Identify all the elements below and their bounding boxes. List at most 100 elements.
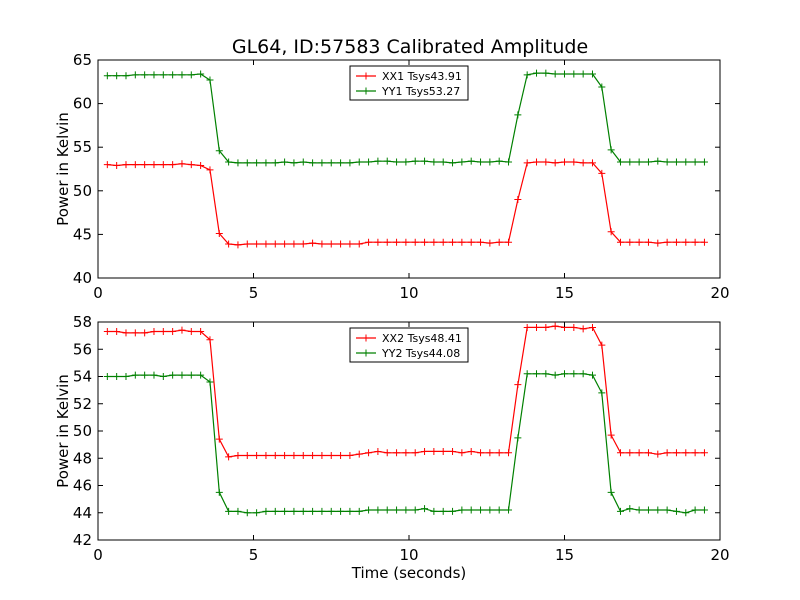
data-point [663, 158, 671, 166]
data-point [206, 166, 214, 174]
data-point [113, 72, 121, 80]
data-point [635, 238, 643, 246]
data-point [327, 507, 335, 515]
y-tick-label: 65 [73, 51, 92, 69]
data-point [197, 328, 205, 336]
data-point [113, 328, 121, 336]
data-point [411, 449, 419, 457]
data-point [458, 158, 466, 166]
data-point [514, 381, 522, 389]
data-point [271, 452, 279, 460]
data-point [477, 449, 485, 457]
data-point [616, 449, 624, 457]
data-point [290, 452, 298, 460]
data-point [141, 71, 149, 79]
data-point [290, 240, 298, 248]
data-point [159, 328, 167, 336]
data-point [327, 159, 335, 167]
data-point [374, 447, 382, 455]
x-tick-label: 5 [249, 546, 259, 564]
data-point [243, 240, 251, 248]
data-point [402, 506, 410, 514]
data-point [131, 371, 139, 379]
data-point [281, 158, 289, 166]
data-point [337, 240, 345, 248]
data-point [253, 240, 261, 248]
data-point [346, 452, 354, 460]
data-point [103, 373, 111, 380]
data-point [318, 240, 326, 248]
x-tick-label: 5 [249, 284, 259, 302]
data-point [439, 447, 447, 455]
data-point [113, 373, 121, 380]
data-point [579, 159, 587, 167]
data-point [299, 240, 307, 248]
data-point [402, 449, 410, 457]
data-point [337, 159, 345, 167]
data-point [551, 70, 559, 78]
data-point [626, 158, 634, 166]
data-point [281, 507, 289, 515]
data-point [234, 507, 242, 515]
data-point [672, 238, 680, 246]
data-point [449, 507, 457, 515]
data-point [262, 240, 270, 248]
data-point [495, 506, 503, 514]
data-point [607, 488, 615, 496]
data-point [449, 238, 457, 246]
data-point [253, 159, 261, 167]
x-tick-label: 15 [555, 284, 574, 302]
data-point [598, 341, 606, 349]
y-axis-label: Power in Kelvin [54, 112, 72, 226]
legend-label: YY2 Tsys44.08 [381, 347, 460, 360]
data-point [616, 507, 624, 515]
x-tick-label: 0 [93, 546, 103, 564]
data-point [309, 507, 317, 515]
data-point [122, 329, 130, 337]
data-point [635, 449, 643, 457]
data-point [281, 240, 289, 248]
data-point [607, 431, 615, 439]
data-point [495, 157, 503, 165]
data-point [467, 238, 475, 246]
data-point [253, 452, 261, 460]
data-point [514, 434, 522, 442]
data-point [486, 158, 494, 166]
x-tick-label: 20 [710, 546, 729, 564]
data-point [477, 506, 485, 514]
data-point [644, 238, 652, 246]
data-point [542, 323, 550, 331]
data-point [150, 328, 158, 336]
y-tick-label: 42 [73, 531, 92, 549]
data-point [178, 371, 186, 379]
data-point [533, 158, 541, 166]
data-point [691, 238, 699, 246]
y-tick-label: 60 [73, 95, 92, 113]
data-point [169, 328, 177, 336]
data-point [635, 158, 643, 166]
legend-marker [362, 72, 370, 80]
data-point [486, 449, 494, 457]
data-point [635, 506, 643, 514]
data-point [299, 452, 307, 460]
data-point [570, 70, 578, 78]
y-tick-label: 54 [73, 368, 92, 386]
series-markers-2 [103, 370, 708, 517]
data-point [355, 158, 363, 166]
data-point [365, 238, 373, 246]
data-point [644, 506, 652, 514]
data-point [691, 449, 699, 457]
data-point [327, 452, 335, 460]
data-point [103, 72, 111, 80]
data-point [505, 158, 513, 166]
data-point [411, 238, 419, 246]
data-point [551, 322, 559, 330]
data-point [551, 371, 559, 379]
data-point [533, 69, 541, 77]
data-point [616, 238, 624, 246]
data-point [691, 158, 699, 166]
data-point [579, 325, 587, 333]
data-point [281, 452, 289, 460]
data-point [393, 238, 401, 246]
